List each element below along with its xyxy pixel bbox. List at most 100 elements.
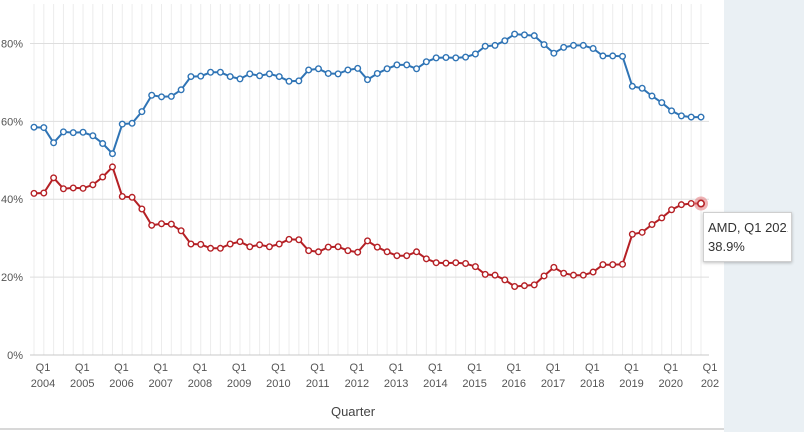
data-point	[442, 259, 450, 267]
x-tick-year: 2014	[423, 378, 447, 390]
data-point	[668, 107, 676, 115]
x-tick-year: 2010	[266, 378, 290, 390]
data-point	[216, 68, 224, 76]
data-point	[569, 41, 577, 49]
data-point	[148, 91, 156, 99]
tooltip-value: 38.9%	[708, 239, 745, 254]
data-point	[40, 124, 48, 132]
data-point	[658, 99, 666, 107]
data-point	[207, 68, 215, 76]
data-point	[452, 54, 460, 62]
x-tick-quarter: Q1	[585, 362, 600, 374]
data-point	[491, 41, 499, 49]
x-tick-year: 2015	[462, 378, 486, 390]
hover-point	[696, 199, 705, 208]
x-tick-quarter: Q1	[467, 362, 482, 374]
data-point	[305, 66, 313, 74]
data-point	[69, 129, 77, 137]
data-point	[540, 272, 548, 280]
x-tick-year: 2004	[31, 378, 55, 390]
data-point	[609, 261, 617, 269]
data-point	[89, 181, 97, 189]
x-tick-quarter: Q1	[153, 362, 168, 374]
data-point	[442, 53, 450, 61]
data-point	[324, 69, 332, 77]
x-tick-quarter: Q1	[350, 362, 365, 374]
data-point	[550, 263, 558, 271]
data-point	[364, 76, 372, 84]
series-amd	[30, 163, 705, 290]
data-point	[99, 140, 107, 148]
data-point	[609, 52, 617, 60]
x-tick-quarter: Q1	[506, 362, 521, 374]
data-point	[648, 92, 656, 100]
data-point	[256, 72, 264, 80]
x-tick-quarter: Q1	[624, 362, 639, 374]
data-point	[668, 206, 676, 214]
data-point	[305, 247, 313, 255]
x-tick-quarter: Q1	[546, 362, 561, 374]
data-point	[393, 61, 401, 69]
series-layer	[30, 30, 708, 290]
x-tick-year: 2011	[306, 378, 330, 390]
data-point	[462, 53, 470, 61]
data-point	[128, 119, 136, 127]
data-point	[648, 221, 656, 229]
data-point	[246, 243, 254, 251]
tooltip-title: AMD, Q1 2021,	[708, 220, 788, 235]
data-point	[354, 248, 362, 256]
data-point	[364, 237, 372, 245]
x-tick-year: 2008	[188, 378, 212, 390]
x-tick-year: 2009	[227, 378, 251, 390]
data-point	[422, 58, 430, 66]
data-point	[295, 77, 303, 85]
data-point	[520, 282, 528, 290]
data-point	[569, 271, 577, 279]
data-point	[599, 261, 607, 269]
data-point	[658, 214, 666, 222]
data-point	[334, 70, 342, 78]
x-axis: Q1 2004 Q1 2005 Q1 2006 Q1 2007 Q1 2008 Q1 2009 Q1 20…	[31, 362, 719, 390]
data-point	[462, 259, 470, 267]
data-point	[158, 93, 166, 101]
data-point	[158, 220, 166, 228]
data-point	[697, 113, 705, 121]
x-tick-quarter: Q1	[310, 362, 325, 374]
x-tick-quarter: Q1	[75, 362, 90, 374]
x-tick-year: 2019	[619, 378, 643, 390]
data-point	[422, 255, 430, 263]
data-point	[560, 43, 568, 51]
data-point	[167, 92, 175, 100]
data-point	[579, 41, 587, 49]
data-point	[501, 276, 509, 284]
data-point	[354, 64, 362, 72]
data-point	[275, 240, 283, 248]
data-point	[589, 268, 597, 276]
y-tick-label: 20%	[1, 272, 23, 284]
data-point	[246, 70, 254, 78]
data-point	[403, 252, 411, 260]
data-point	[334, 243, 342, 251]
data-point	[344, 66, 352, 74]
data-point	[540, 41, 548, 49]
data-point	[59, 128, 67, 136]
data-point	[50, 174, 58, 182]
data-point	[256, 241, 264, 249]
data-point	[30, 123, 38, 131]
data-point	[471, 263, 479, 271]
data-point	[413, 65, 421, 73]
x-tick-quarter: Q1	[428, 362, 443, 374]
bottom-border	[0, 428, 724, 430]
data-point	[148, 221, 156, 229]
data-point	[432, 54, 440, 62]
data-point	[30, 189, 38, 197]
data-point	[187, 73, 195, 81]
data-point	[383, 65, 391, 73]
y-axis: 0% 20% 40% 60% 80%	[1, 38, 23, 362]
data-point	[403, 61, 411, 69]
data-point	[99, 173, 107, 181]
x-tick-year: 2006	[109, 378, 133, 390]
data-point	[314, 65, 322, 73]
